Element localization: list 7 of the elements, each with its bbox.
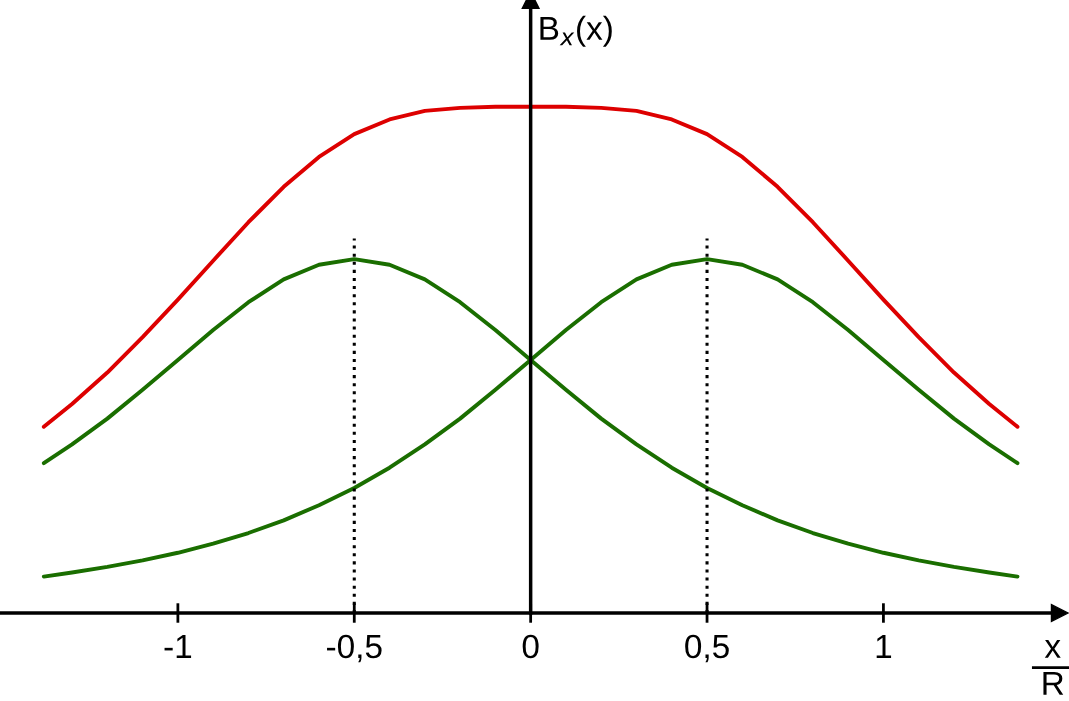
x-tick-label: 0,5	[685, 634, 729, 663]
x-axis-title: x R	[1043, 640, 1064, 695]
x-tick-label: 0	[522, 634, 539, 659]
x-tick-label: -0,5	[327, 634, 382, 663]
x-tick-label: -1	[164, 635, 192, 658]
y-axis-title: B$_{x}$(x)	[540, 15, 612, 47]
x-tick-label: 1	[876, 635, 892, 658]
